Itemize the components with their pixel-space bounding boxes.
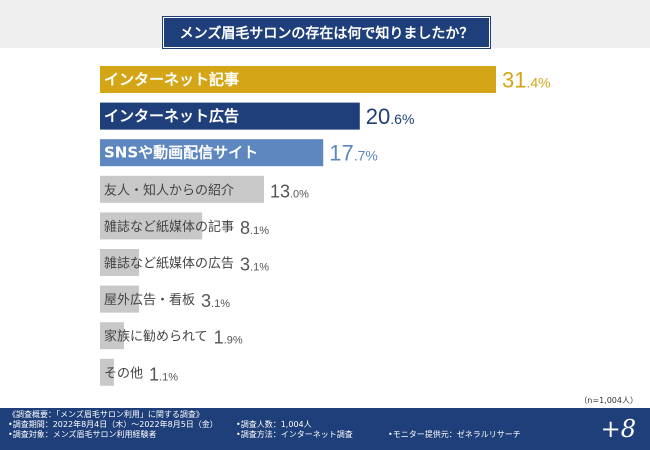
value-label-6: 3.1% (240, 255, 269, 275)
bar-7 (100, 285, 140, 313)
survey-method: •調査方法：インターネット調査 (236, 430, 353, 439)
value-label-2: 20.6% (366, 104, 415, 129)
category-label-3: SNSや動画配信サイト (104, 144, 258, 162)
value-label-5: 8.1% (240, 218, 269, 238)
value-label-7: 3.1% (201, 291, 230, 311)
sample-size-note: （n=1,004人） (579, 396, 638, 405)
category-label-2: インターネット広告 (104, 107, 239, 125)
bar-5 (100, 212, 203, 240)
bar-8 (100, 322, 124, 350)
survey-overview: 《調査概要：「メンズ眉毛サロン利用」に関する調査》 (8, 410, 204, 419)
category-label-9: その他 (104, 366, 143, 381)
survey-period: •調査期間：2022年8月4日（木）〜2022年8月5日（金） (8, 420, 218, 429)
bar-chart: インターネット記事 31.4% インターネット広告 20.6% SNSや動画配信サイト 1… (100, 66, 551, 386)
brand-logo: +8 (600, 415, 636, 443)
bar-2 (100, 102, 360, 130)
category-label-1: インターネット記事 (104, 71, 239, 89)
survey-target: •調査対象：メンズ眉毛サロン利用経験者 (8, 430, 157, 439)
survey-footer: 《調査概要：「メンズ眉毛サロン利用」に関する調査》 •調査期間：2022年8月4… (0, 408, 650, 450)
bar-4 (100, 175, 264, 203)
value-label-1: 31.4% (502, 68, 551, 93)
value-label-4: 13.0% (270, 181, 309, 201)
category-label-4: 友人・知人からの紹介 (104, 182, 234, 198)
category-label-7: 屋外広告・看板 (104, 292, 195, 308)
bar-1 (100, 66, 496, 93)
chart-title: メンズ眉毛サロンの存在は何で知りましたか？ (162, 16, 491, 49)
survey-count: •調査人数：1,004人 (236, 420, 312, 429)
category-label-5: 雑誌など紙媒体の記事 (104, 219, 234, 235)
bar-9 (100, 358, 114, 386)
value-label-8: 1.9% (214, 328, 243, 348)
category-label-8: 家族に勧められて (104, 329, 208, 345)
value-label-9: 1.1% (149, 364, 178, 384)
survey-provider: •モニター提供元：ゼネラルリサーチ (388, 430, 521, 439)
bar-3 (100, 139, 324, 167)
category-label-6: 雑誌など紙媒体の広告 (104, 256, 234, 272)
bar-6 (100, 249, 140, 276)
value-label-3: 17.7% (329, 141, 378, 166)
